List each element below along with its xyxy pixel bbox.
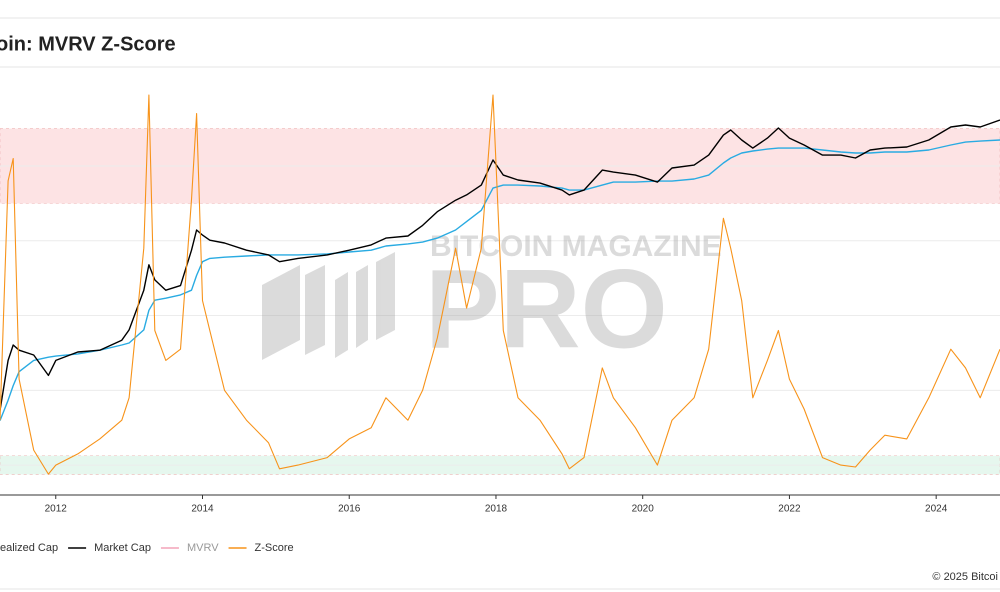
- x-tick-label: 2014: [191, 504, 214, 515]
- legend-item[interactable]: Z-Score: [228, 542, 294, 554]
- series-line: [0, 119, 1000, 411]
- x-tick-label: 2016: [338, 504, 361, 515]
- plot: [0, 94, 1000, 475]
- watermark-text: PRO: [425, 247, 668, 372]
- series-line: [0, 139, 1000, 421]
- legend-item[interactable]: MVRV: [160, 542, 219, 554]
- x-tick-label: 2018: [485, 504, 508, 515]
- chart-title: oin: MVRV Z-Score: [0, 33, 176, 55]
- legend-label: ealized Cap: [0, 542, 58, 554]
- watermark-shape: [376, 252, 395, 340]
- grid: [0, 165, 1000, 466]
- x-tick-label: 2022: [778, 504, 801, 515]
- x-tick-label: 2012: [45, 504, 68, 515]
- x-tick-label: 2024: [925, 504, 948, 515]
- legend-label: Z-Score: [255, 542, 294, 554]
- legend-item[interactable]: Market Cap: [68, 542, 151, 554]
- legend: ealized Cap Market Cap MVRV Z-Score: [0, 542, 294, 554]
- legend-item[interactable]: ealized Cap: [0, 542, 58, 554]
- legend-label: MVRV: [187, 542, 219, 554]
- footer: © 2025 Bitcoi: [932, 571, 998, 583]
- watermark-shape: [262, 265, 300, 360]
- series-line: [0, 94, 1000, 475]
- watermark-shape: [335, 272, 348, 358]
- x-tick-label: 2020: [632, 504, 655, 515]
- watermark-shape: [356, 265, 368, 348]
- x-axis-ticks: 2012 2014 2016 2018 2020 2022 2024: [45, 495, 948, 515]
- legend-label: Market Cap: [94, 542, 151, 554]
- watermark-shape: [305, 265, 325, 355]
- watermark: [262, 252, 395, 360]
